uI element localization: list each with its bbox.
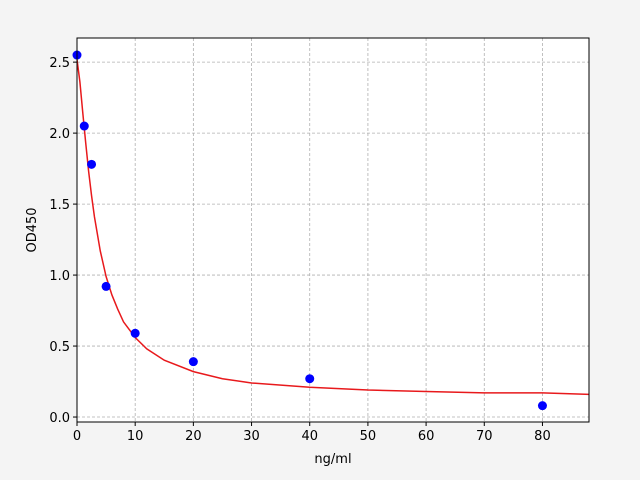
- y-tick-label: 2.0: [49, 127, 70, 142]
- x-tick-label: 60: [418, 429, 435, 444]
- data-point: [87, 159, 97, 169]
- y-tick-label: 1.5: [49, 198, 70, 213]
- data-point: [537, 401, 547, 411]
- data-point: [79, 121, 89, 131]
- y-axis-label: OD450: [25, 207, 40, 252]
- x-tick-label: 80: [534, 429, 551, 444]
- data-point: [188, 357, 198, 367]
- plot-area: [77, 38, 589, 422]
- x-tick-label: 20: [185, 429, 202, 444]
- x-tick-label: 0: [73, 429, 81, 444]
- y-tick-label: 0.5: [49, 340, 70, 355]
- x-tick-label: 30: [243, 429, 260, 444]
- data-point: [305, 374, 315, 384]
- data-point: [130, 328, 140, 338]
- axes-frame: [76, 37, 590, 423]
- y-tick-label: 2.5: [49, 56, 70, 71]
- x-tick-label: 10: [127, 429, 144, 444]
- x-axis-label: ng/ml: [314, 452, 351, 467]
- y-tick-label: 1.0: [49, 269, 70, 284]
- x-tick-label: 40: [301, 429, 318, 444]
- data-point: [101, 281, 111, 291]
- x-tick-label: 70: [476, 429, 493, 444]
- y-tick-label: 0.0: [49, 411, 70, 426]
- x-tick-label: 50: [360, 429, 377, 444]
